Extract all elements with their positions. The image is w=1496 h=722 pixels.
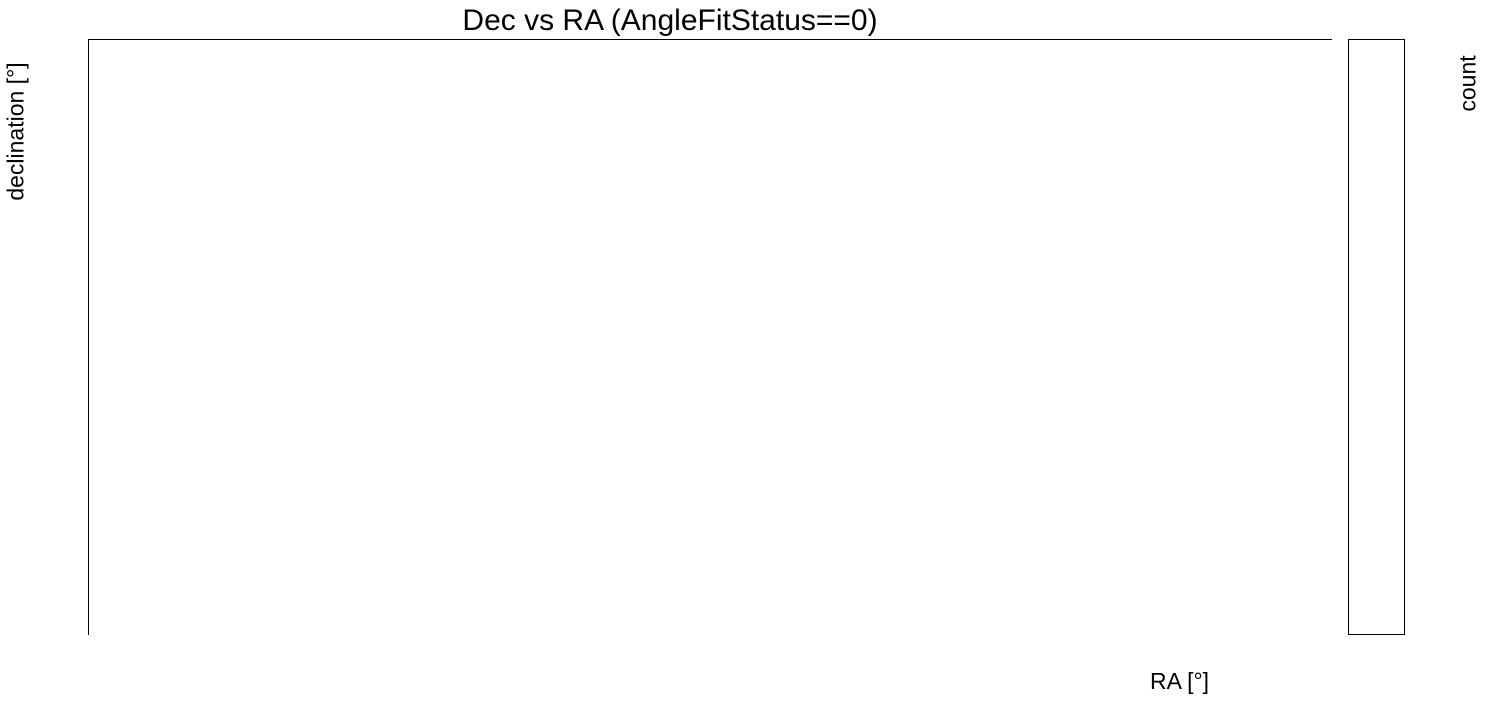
colorbar [1348, 39, 1406, 636]
colorbar-canvas [1349, 40, 1406, 636]
page-title: Dec vs RA (AngleFitStatus==0) [462, 4, 878, 37]
x-axis-title: RA [°] [1150, 668, 1210, 694]
plot-frame [88, 39, 1333, 636]
z-axis-title: count [1454, 55, 1481, 112]
histogram-canvas [89, 40, 1333, 636]
y-axis-title: declination [°] [2, 62, 29, 201]
